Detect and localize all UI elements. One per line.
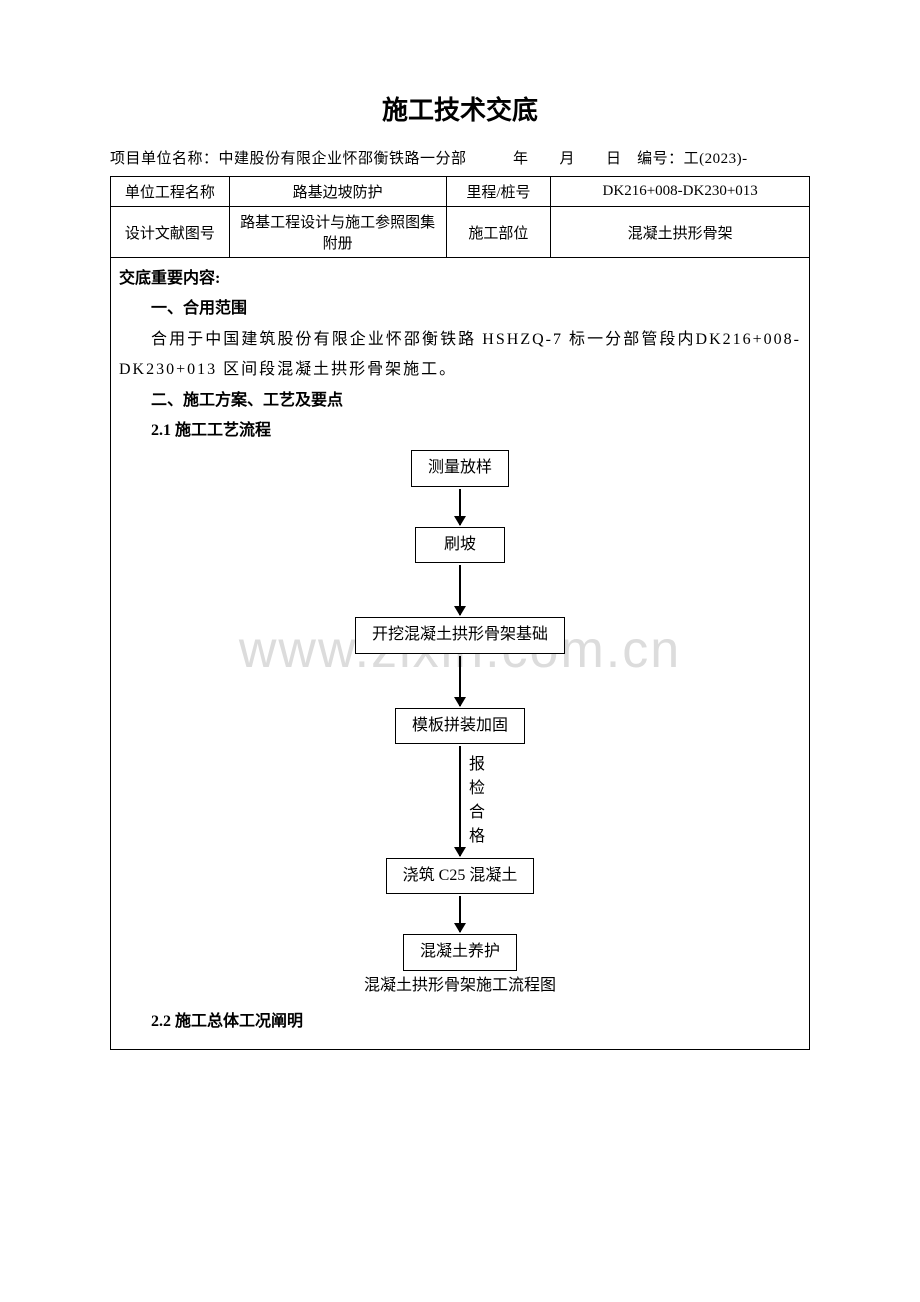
flow-node-5: 浇筑 C25 混凝土 [386,858,535,894]
flowchart: 测量放样 刷坡 开挖混凝土拱形骨架基础 模板拼装加固 报 检 合 格 浇筑 C2… [119,450,801,970]
flow-arrow-icon [459,565,461,615]
edge-label-char: 格 [469,825,485,849]
content-box: 交底重要内容: 一、合用范围 合用于中国建筑股份有限企业怀邵衡铁路 HSHZQ-… [110,258,810,1050]
edge-label-char: 检 [469,777,485,801]
flow-node-6: 混凝土养护 [403,934,517,970]
flow-node-1: 测量放样 [411,450,509,486]
section-2-heading: 二、施工方案、工艺及要点 [119,386,801,416]
date-label: 年 月 日 [513,151,622,167]
cell-part-value: 混凝土拱形骨架 [551,207,810,258]
cell-unit-label: 单位工程名称 [111,177,230,207]
flow-edge-label: 报 检 合 格 [469,753,485,849]
flow-arrow-icon: 报 检 合 格 [459,746,461,856]
cell-mile-value: DK216+008-DK230+013 [551,177,810,207]
info-table: 单位工程名称 路基边坡防护 里程/桩号 DK216+008-DK230+013 … [110,176,810,258]
cell-part-label: 施工部位 [446,207,551,258]
section-21-heading: 2.1 施工工艺流程 [119,416,801,446]
cell-design-value: 路基工程设计与施工参照图集附册 [229,207,446,258]
org-value: 中建股份有限企业怀邵衡铁路一分部 [219,151,467,167]
section-22-heading: 2.2 施工总体工况阐明 [119,1007,801,1037]
flow-arrow-icon [459,656,461,706]
flow-node-3: 开挖混凝土拱形骨架基础 [355,617,565,653]
flow-node-2: 刷坡 [415,527,505,563]
table-row: 设计文献图号 路基工程设计与施工参照图集附册 施工部位 混凝土拱形骨架 [111,207,810,258]
section-1-heading: 一、合用范围 [119,294,801,324]
org-label: 项目单位名称： [110,151,219,167]
page-title: 施工技术交底 [110,90,810,127]
meta-line: 项目单位名称：中建股份有限企业怀邵衡铁路一分部 年 月 日 编号：工(2023)… [110,147,810,168]
cell-design-label: 设计文献图号 [111,207,230,258]
flow-arrow-icon [459,896,461,932]
code-label: 编号：工(2023)- [637,151,748,167]
flow-arrow-icon [459,489,461,525]
cell-mile-label: 里程/桩号 [446,177,551,207]
cell-unit-value: 路基边坡防护 [229,177,446,207]
content-heading: 交底重要内容: [119,264,801,294]
flow-node-4: 模板拼装加固 [395,708,525,744]
table-row: 单位工程名称 路基边坡防护 里程/桩号 DK216+008-DK230+013 [111,177,810,207]
edge-label-char: 报 [469,753,485,777]
section-1-body: 合用于中国建筑股份有限企业怀邵衡铁路 HSHZQ-7 标一分部管段内DK216+… [119,325,801,386]
edge-label-char: 合 [469,801,485,825]
flow-caption: 混凝土拱形骨架施工流程图 [119,971,801,1001]
